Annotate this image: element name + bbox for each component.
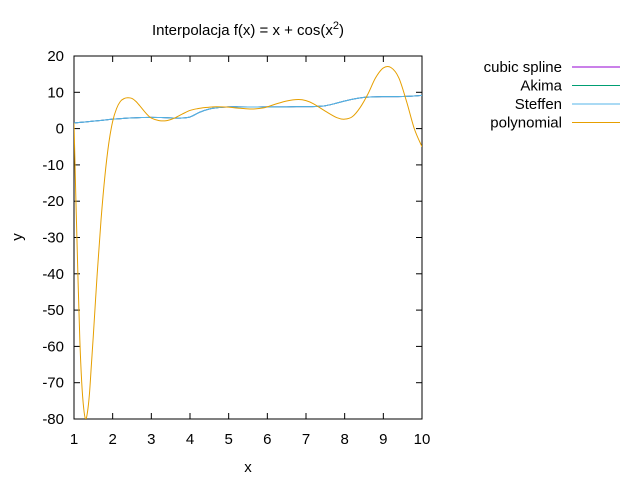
x-tick-label: 2 <box>108 431 116 448</box>
chart-title-main: Interpolacja f(x) = x + cos(x <box>152 22 333 39</box>
x-tick-label: 1 <box>70 431 78 448</box>
legend-label-cubic-spline: cubic spline <box>484 59 562 76</box>
x-tick-label: 5 <box>224 431 232 448</box>
x-tick-label: 6 <box>263 431 271 448</box>
y-tick-label: -40 <box>42 266 64 283</box>
plot-area-border <box>73 55 423 420</box>
y-tick-label: -20 <box>42 193 64 210</box>
x-tick-label: 7 <box>302 431 310 448</box>
x-tick-label: 10 <box>414 431 431 448</box>
series-line-steffen <box>74 94 422 124</box>
x-tick-label: 3 <box>147 431 155 448</box>
x-tick-label: 4 <box>186 431 194 448</box>
y-axis-label: y <box>9 233 26 241</box>
chart-title: Interpolacja f(x) = x + cos(x2) <box>152 20 344 39</box>
y-tick-label: -80 <box>42 411 64 428</box>
chart-title-end: ) <box>339 22 344 39</box>
y-tick-label: 10 <box>47 84 64 101</box>
y-axis-ticks: 20 10 0 -10 -20 -30 -40 -50 -60 -70 -80 <box>42 48 422 428</box>
legend-label-polynomial: polynomial <box>490 115 562 132</box>
y-tick-label: -50 <box>42 302 64 319</box>
chart-title-superscript: 2 <box>333 20 339 32</box>
series-line-polynomial <box>74 66 422 419</box>
y-tick-label: -60 <box>42 338 64 355</box>
y-tick-label: -70 <box>42 375 64 392</box>
y-tick-label: 0 <box>56 121 64 138</box>
x-axis-ticks: 1 2 3 4 5 6 7 8 9 10 <box>70 56 431 448</box>
y-tick-label: -10 <box>42 157 64 174</box>
legend-label-akima: Akima <box>520 78 562 95</box>
y-tick-label: 20 <box>47 48 64 65</box>
x-tick-label: 9 <box>379 431 387 448</box>
y-tick-label: -30 <box>42 230 64 247</box>
x-axis-label: x <box>244 459 252 476</box>
legend-label-steffen: Steffen <box>515 96 562 113</box>
series-lines <box>74 66 422 419</box>
x-tick-label: 8 <box>340 431 348 448</box>
